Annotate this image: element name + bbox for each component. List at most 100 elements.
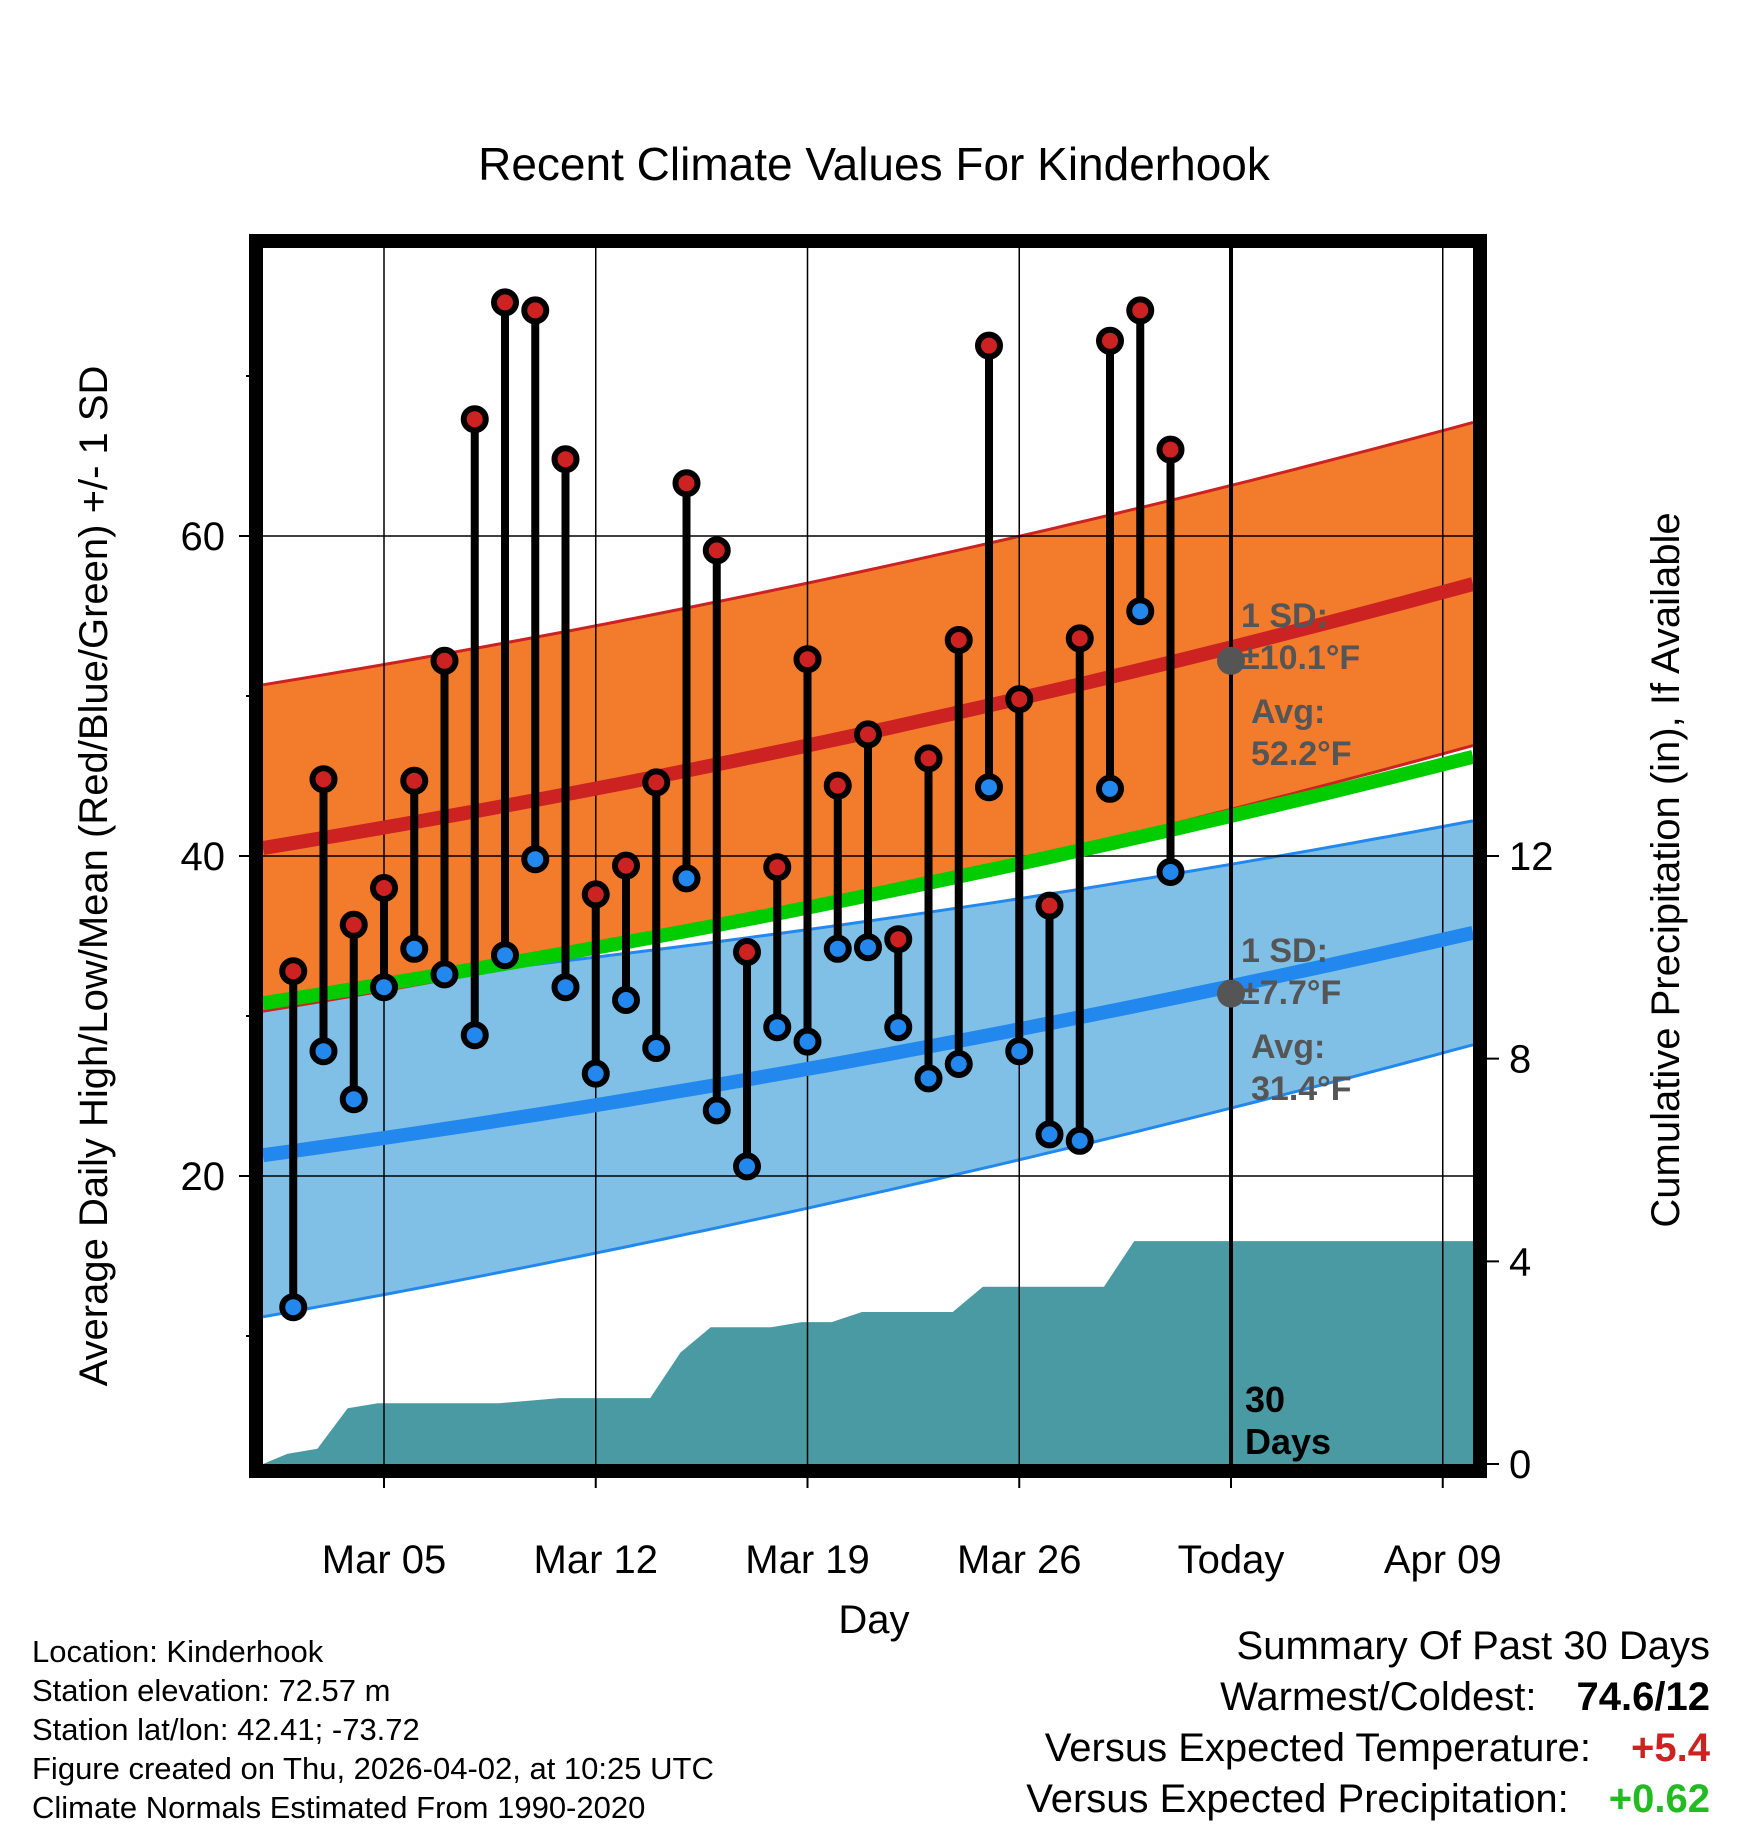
daily-low-point bbox=[491, 941, 519, 970]
daily-low-point bbox=[279, 1293, 308, 1322]
daily-stems bbox=[289, 302, 1175, 1308]
daily-low-point bbox=[460, 1021, 489, 1050]
daily-low-point bbox=[400, 934, 429, 963]
summary-warm-cold: Warmest/Coldest: 74.6/12 bbox=[1026, 1675, 1710, 1726]
daily-low-point bbox=[672, 864, 701, 893]
high-avg-value: 52.2°F bbox=[1251, 735, 1352, 773]
daily-high-point bbox=[914, 744, 943, 773]
daily-high-point bbox=[823, 771, 852, 800]
daily-high-point bbox=[642, 768, 671, 797]
daily-high-point bbox=[1126, 296, 1155, 325]
daily-low-point bbox=[793, 1027, 822, 1056]
daily-points bbox=[279, 288, 1185, 1322]
daily-low-point bbox=[612, 986, 640, 1014]
low-sd-value: ±7.7°F bbox=[1241, 974, 1341, 1012]
elevation-line: Station elevation: 72.57 m bbox=[32, 1673, 391, 1708]
precip-diff-label: Versus Expected Precipitation: bbox=[1026, 1777, 1569, 1821]
daily-low-point bbox=[854, 933, 882, 962]
daily-high-point bbox=[309, 765, 338, 794]
y-left-tick-label: 60 bbox=[181, 515, 226, 559]
daily-high-point bbox=[612, 851, 640, 880]
created-line: Figure created on Thu, 2026-04-02, at 10… bbox=[32, 1751, 714, 1786]
daily-low-point bbox=[702, 1096, 731, 1125]
today-days-word: Days bbox=[1245, 1421, 1331, 1462]
warm-cold-value: 74.6/12 bbox=[1576, 1675, 1710, 1719]
daily-low-point bbox=[521, 845, 550, 874]
daily-high-point bbox=[733, 938, 761, 966]
low-avg-marker bbox=[1217, 979, 1245, 1008]
normal-annotations: 1 SD: ±10.1°F Avg: 52.2°F 1 SD: ±7.7°F Avg: 31.… bbox=[1217, 597, 1360, 1108]
daily-high-point bbox=[702, 536, 731, 565]
daily-low-point bbox=[733, 1152, 761, 1181]
axes: 20 40 60 0 4 8 12 Mar 05 Mar 12 Mar 19 Mar 26 Today… bbox=[181, 375, 1554, 1582]
daily-low-point bbox=[430, 960, 459, 989]
summary-title: Summary Of Past 30 Days bbox=[1026, 1624, 1710, 1675]
today-days-number: 30 bbox=[1245, 1379, 1285, 1420]
daily-high-point bbox=[763, 853, 792, 882]
daily-low-point bbox=[1065, 1126, 1094, 1155]
normal-low-line bbox=[262, 925, 1475, 1163]
daily-low-point bbox=[551, 973, 580, 1002]
x-axis-label: Day bbox=[838, 1598, 909, 1642]
low-avg-value: 31.4°F bbox=[1251, 1070, 1352, 1108]
location-line: Location: Kinderhook bbox=[32, 1634, 324, 1669]
daily-high-point bbox=[1156, 435, 1185, 464]
warm-cold-label: Warmest/Coldest: bbox=[1220, 1675, 1537, 1719]
x-tick-label: Today bbox=[1178, 1538, 1285, 1582]
y-axis-right-label: Cumulative Precipitation (in), If Availa… bbox=[1644, 512, 1688, 1227]
daily-high-point bbox=[1005, 685, 1034, 714]
y-right-tick-label: 0 bbox=[1509, 1443, 1531, 1487]
temp-diff-value: +5.4 bbox=[1631, 1726, 1710, 1770]
daily-high-point bbox=[793, 645, 822, 674]
precip-diff-value: +0.62 bbox=[1608, 1777, 1710, 1821]
daily-high-point bbox=[672, 469, 701, 498]
daily-low-point bbox=[914, 1064, 943, 1093]
high-avg-marker bbox=[1217, 646, 1245, 675]
daily-low-point bbox=[370, 973, 398, 1002]
daily-low-point bbox=[309, 1037, 338, 1066]
daily-high-point bbox=[279, 957, 308, 986]
daily-high-point bbox=[551, 445, 580, 474]
daily-high-point bbox=[1096, 326, 1124, 355]
daily-high-point bbox=[430, 646, 459, 675]
daily-high-point bbox=[1065, 624, 1094, 653]
daily-low-point bbox=[975, 773, 1003, 802]
daily-high-point bbox=[884, 925, 913, 954]
low-sd-label: 1 SD: bbox=[1241, 932, 1328, 970]
y-left-tick-label: 20 bbox=[181, 1155, 226, 1199]
daily-low-point bbox=[1126, 597, 1155, 626]
daily-high-point bbox=[460, 405, 489, 434]
x-tick-label: Mar 05 bbox=[322, 1538, 447, 1582]
summary-title-text: Summary Of Past 30 Days bbox=[1236, 1624, 1710, 1668]
daily-low-point bbox=[1005, 1037, 1034, 1066]
temp-diff-label: Versus Expected Temperature: bbox=[1044, 1726, 1592, 1770]
high-band-upper-edge bbox=[262, 420, 1474, 687]
precip-layer bbox=[263, 1241, 1473, 1464]
high-sd-value: ±10.1°F bbox=[1241, 639, 1360, 677]
daily-high-point bbox=[1035, 891, 1064, 920]
y-axis-left-label: Average Daily High/Low/Mean (Red/Blue/Gr… bbox=[72, 366, 116, 1387]
low-band-lower-edge bbox=[262, 1043, 1474, 1319]
x-tick-label: Apr 09 bbox=[1384, 1538, 1502, 1582]
y-right-tick-label: 4 bbox=[1509, 1240, 1531, 1284]
latlon-line: Station lat/lon: 42.41; -73.72 bbox=[32, 1712, 420, 1747]
daily-high-point bbox=[944, 626, 973, 654]
daily-high-point bbox=[854, 720, 882, 749]
daily-high-point bbox=[521, 296, 550, 325]
daily-low-point bbox=[339, 1085, 368, 1114]
daily-low-point bbox=[823, 934, 852, 963]
station-info: Location: Kinderhook Station elevation: … bbox=[32, 1632, 714, 1827]
normals-line: Climate Normals Estimated From 1990-2020 bbox=[32, 1790, 646, 1825]
y-right-tick-label: 12 bbox=[1509, 835, 1554, 879]
daily-low-point bbox=[1035, 1120, 1064, 1149]
summary-precip: Versus Expected Precipitation: +0.62 bbox=[1026, 1777, 1710, 1828]
daily-low-point bbox=[944, 1050, 973, 1078]
x-tick-label: Mar 19 bbox=[745, 1538, 870, 1582]
y-left-tick-label: 40 bbox=[181, 835, 226, 879]
high-avg-label: Avg: bbox=[1251, 693, 1325, 731]
summary-panel: Summary Of Past 30 Days Warmest/Coldest:… bbox=[1026, 1624, 1710, 1828]
summary-temp: Versus Expected Temperature: +5.4 bbox=[1026, 1726, 1710, 1777]
daily-low-point bbox=[1156, 858, 1185, 886]
daily-high-point bbox=[975, 331, 1003, 360]
